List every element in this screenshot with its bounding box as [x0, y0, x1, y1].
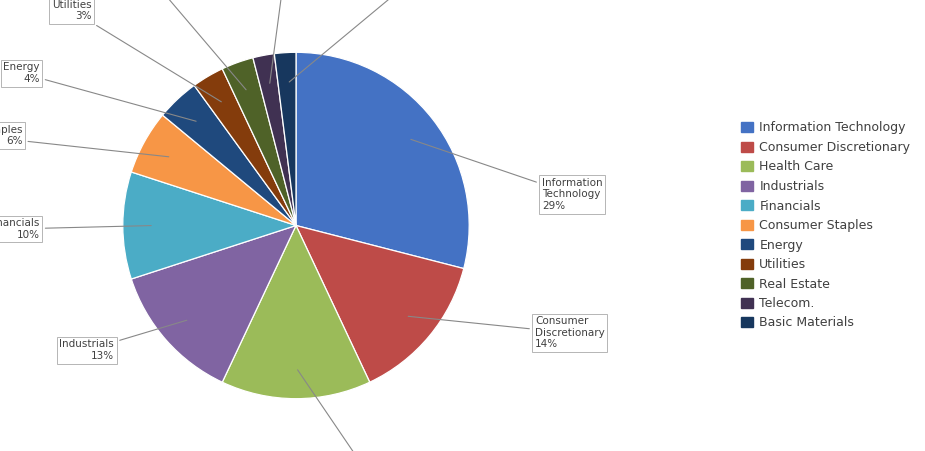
Text: Energy
4%: Energy 4% — [3, 62, 196, 121]
Wedge shape — [222, 58, 296, 226]
Text: Real Estate
3%: Real Estate 3% — [119, 0, 246, 90]
Wedge shape — [222, 226, 370, 399]
Text: Consumer  Staples
6%: Consumer Staples 6% — [0, 124, 168, 157]
Legend: Information Technology, Consumer Discretionary, Health Care, Industrials, Financ: Information Technology, Consumer Discret… — [737, 118, 914, 333]
Text: Information
Technology
29%: Information Technology 29% — [411, 139, 602, 211]
Wedge shape — [296, 52, 469, 268]
Wedge shape — [123, 172, 296, 279]
Text: Financials
10%: Financials 10% — [0, 218, 151, 240]
Text: Health Care
14%: Health Care 14% — [298, 370, 405, 451]
Text: Consumer
Discretionary
14%: Consumer Discretionary 14% — [408, 316, 605, 350]
Text: Industrials
13%: Industrials 13% — [59, 320, 187, 361]
Wedge shape — [194, 69, 296, 226]
Wedge shape — [275, 52, 296, 226]
Text: Basic Materials
2%: Basic Materials 2% — [290, 0, 465, 82]
Wedge shape — [296, 226, 463, 382]
Wedge shape — [131, 226, 296, 382]
Wedge shape — [131, 115, 296, 226]
Text: Utilities
3%: Utilities 3% — [52, 0, 221, 102]
Wedge shape — [163, 85, 296, 226]
Text: Telecom.
2%: Telecom. 2% — [265, 0, 310, 83]
Wedge shape — [253, 54, 296, 226]
